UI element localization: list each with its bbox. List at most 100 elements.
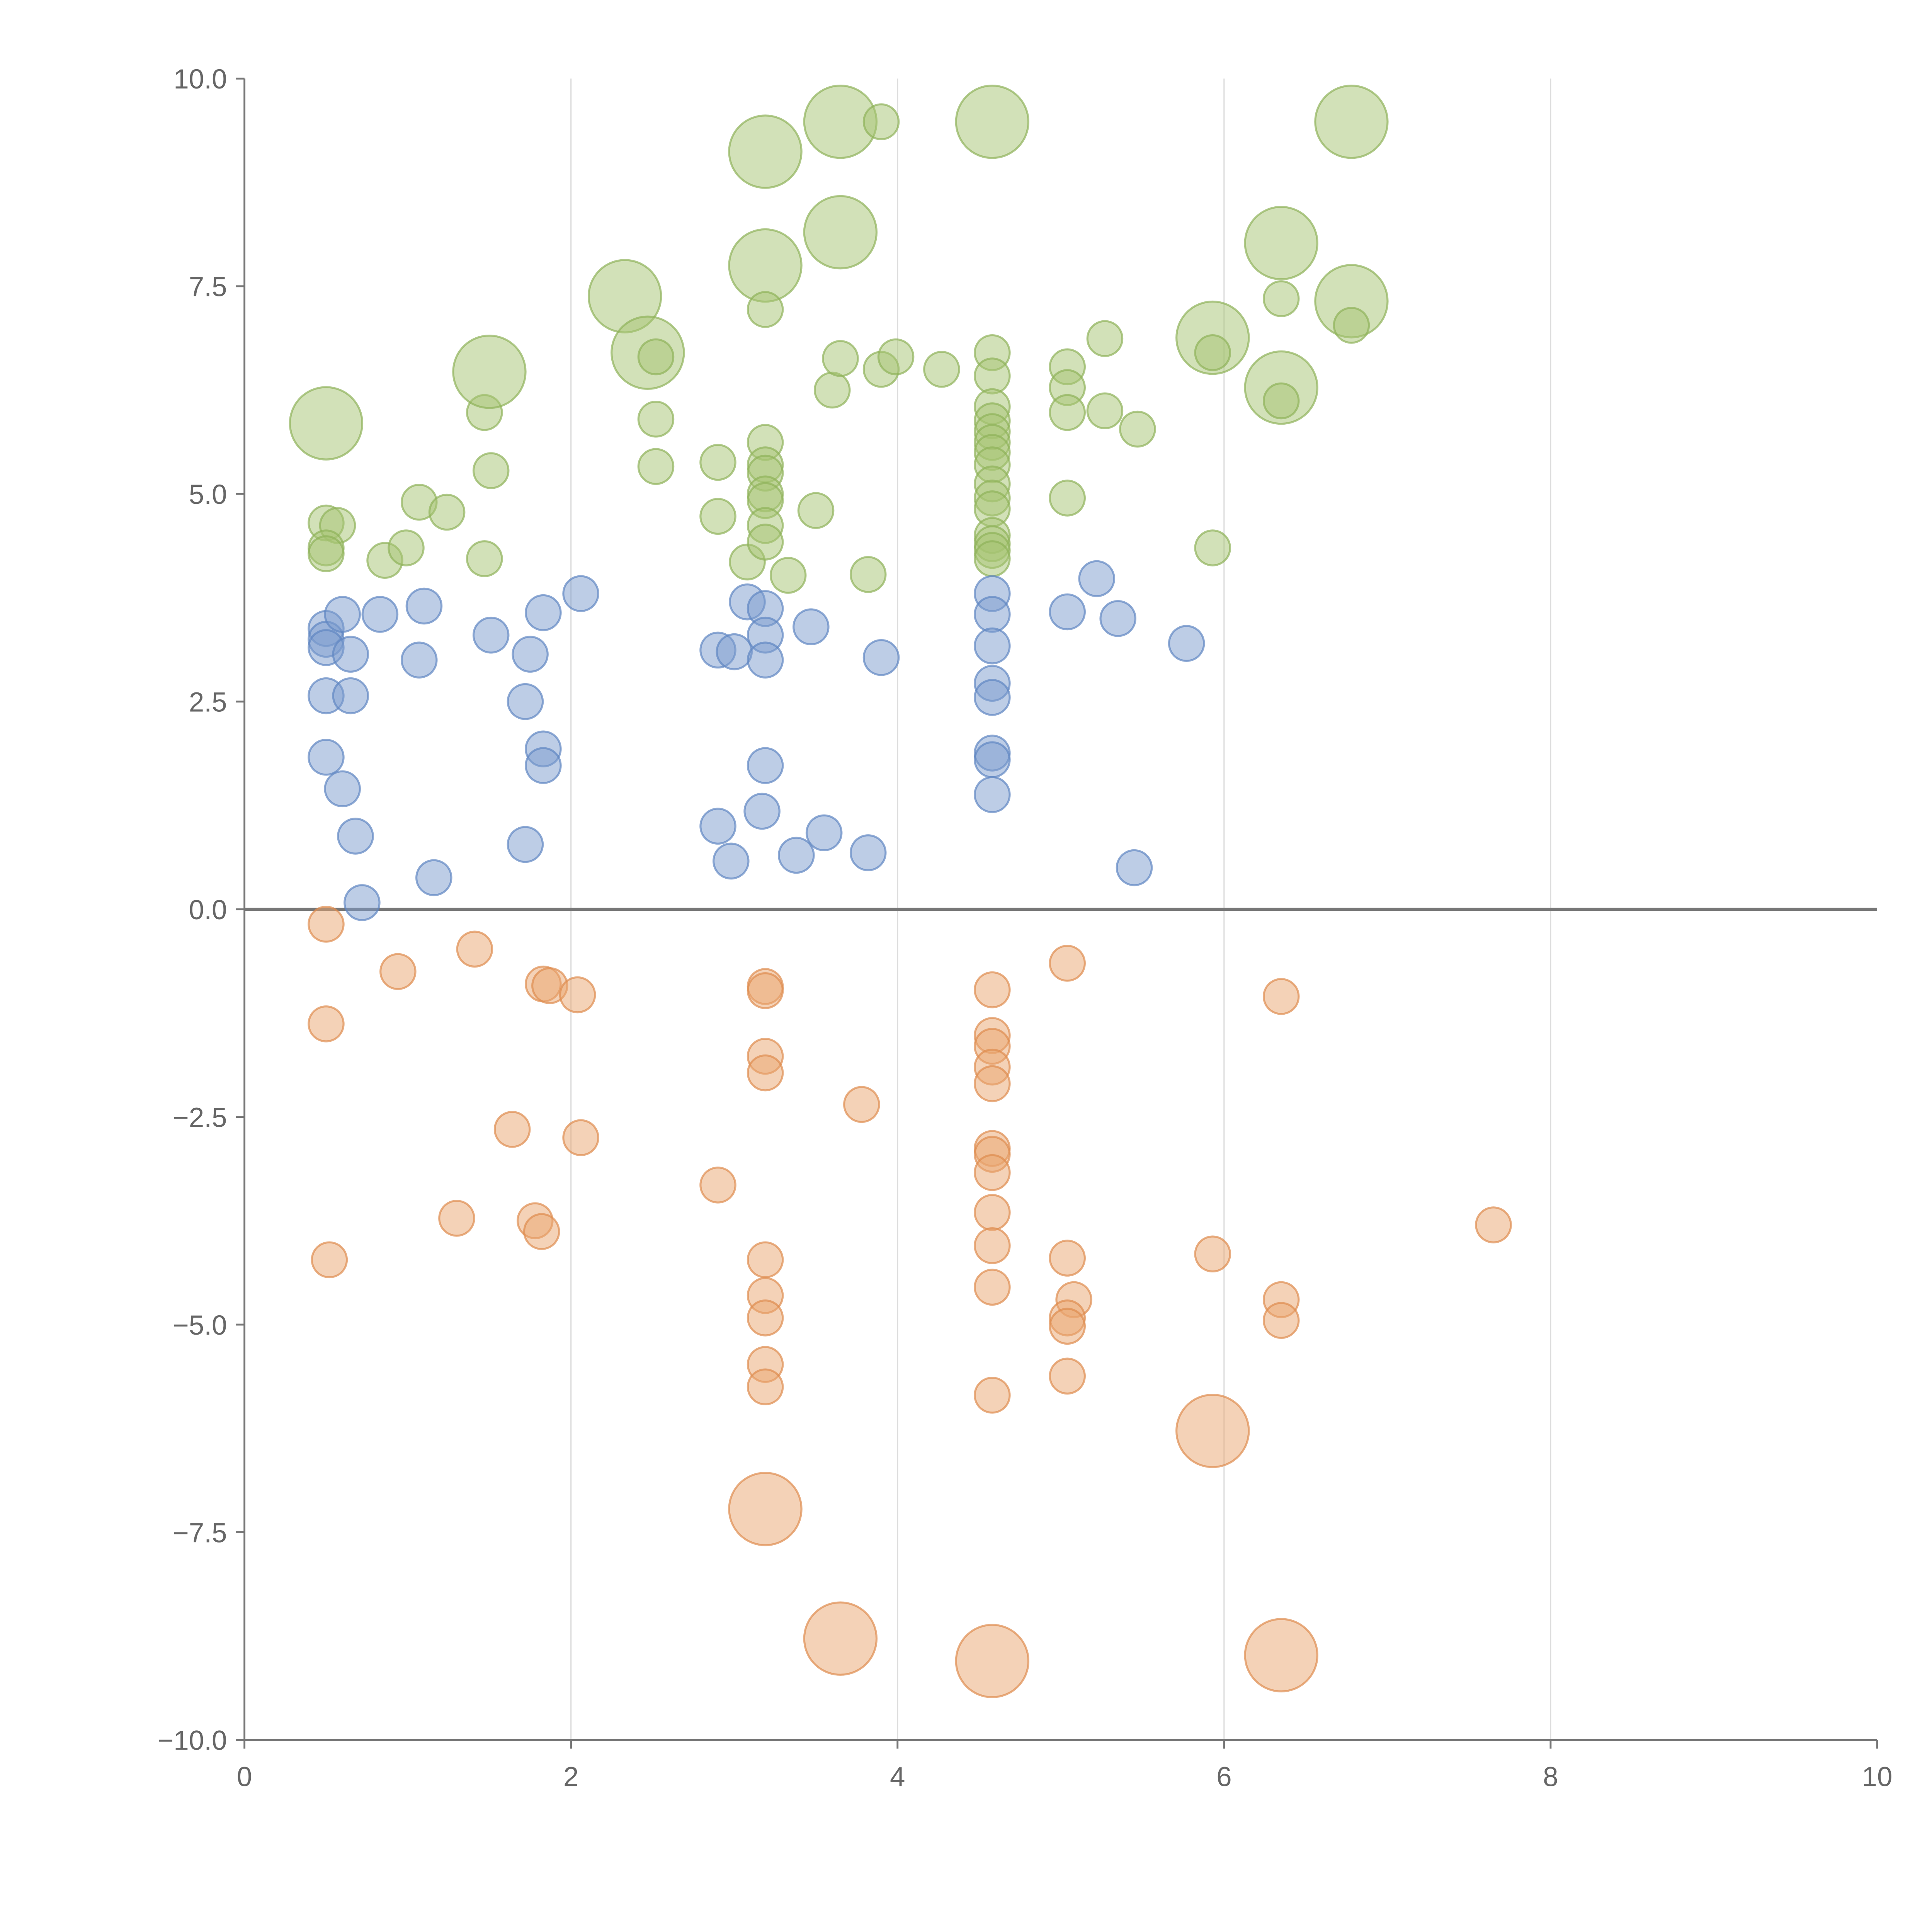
negative-point [843, 1086, 880, 1123]
positive-point [862, 103, 900, 140]
negative-point [456, 930, 493, 968]
negative-point [308, 1005, 345, 1043]
negative-point [1049, 1308, 1086, 1345]
positive-point [1194, 529, 1231, 566]
negative-point [1175, 1393, 1250, 1468]
x-tick-label: 8 [1543, 1762, 1558, 1792]
positive-point [388, 529, 425, 566]
negative-point [438, 1200, 475, 1237]
negative-point [974, 1194, 1011, 1231]
neutral-point [562, 575, 599, 612]
neutral-point [344, 884, 381, 921]
neutral-point [525, 747, 562, 784]
positive-point [637, 338, 675, 376]
neutral-point [974, 741, 1011, 778]
negative-point [562, 1119, 599, 1156]
neutral-point [405, 587, 443, 625]
negative-point [747, 1241, 784, 1279]
neutral-point [1099, 600, 1136, 637]
neutral-point [849, 834, 887, 871]
positive-point [769, 557, 807, 594]
negative-point [493, 1111, 531, 1148]
neutral-point [974, 596, 1011, 633]
neutral-point [401, 641, 438, 679]
negative-point [974, 1376, 1011, 1414]
y-tick-label: 2.5 [189, 687, 227, 718]
positive-point [728, 228, 803, 303]
positive-point [699, 444, 736, 481]
neutral-point [1049, 593, 1086, 631]
negative-point [747, 1299, 784, 1337]
positive-point [803, 195, 878, 270]
x-tick-label: 0 [237, 1762, 252, 1792]
positive-point [728, 114, 803, 189]
neutral-point [1168, 625, 1205, 662]
negative-point [523, 1213, 560, 1250]
negative-point [699, 1167, 736, 1204]
x-tick-label: 4 [890, 1762, 905, 1792]
neutral-point [974, 679, 1011, 716]
negative-point [1049, 1240, 1086, 1277]
y-tick-label: 7.5 [189, 272, 227, 303]
positive-point [1314, 84, 1389, 159]
neutral-point [308, 738, 345, 776]
negative-point [1244, 1618, 1318, 1692]
positive-point [747, 524, 784, 561]
positive-point [955, 84, 1030, 159]
positive-point [1086, 320, 1124, 357]
positive-point [974, 540, 1011, 577]
negative-point [974, 1227, 1011, 1264]
positive-point [637, 448, 675, 485]
y-tick-label: 5.0 [189, 480, 227, 510]
positive-point [428, 493, 466, 531]
positive-point [797, 492, 835, 529]
neutral-point [743, 793, 781, 830]
negative-point [308, 906, 345, 943]
positive-point [1262, 382, 1300, 420]
negative-point [559, 976, 596, 1014]
x-tick-label: 2 [563, 1762, 578, 1792]
positive-point [974, 357, 1011, 395]
neutral-point [324, 596, 361, 633]
neutral-point [472, 616, 510, 654]
neutral-point [525, 594, 562, 631]
positive-point [637, 400, 675, 438]
positive-point [466, 540, 503, 577]
positive-point [452, 335, 527, 409]
positive-point [1049, 480, 1086, 517]
neutral-point [415, 859, 452, 896]
positive-point [849, 556, 887, 593]
negative-point [1049, 1357, 1086, 1395]
neutral-point [974, 776, 1011, 813]
y-tick-label: 10.0 [173, 64, 227, 95]
negative-point [974, 1269, 1011, 1306]
negative-point [974, 1154, 1011, 1191]
neutral-point [747, 747, 784, 784]
positive-point [1333, 307, 1370, 344]
x-tick-label: 6 [1216, 1762, 1232, 1792]
negative-point [747, 1054, 784, 1092]
positive-point [923, 351, 960, 388]
negative-point [379, 953, 417, 990]
neutral-point [793, 608, 830, 645]
axis-layer: 0 2 4 6 8 10 10.0 7.5 5.0 2.5 0.0 −2.5 −5.0 −7.5 −10.0 [158, 64, 1893, 1792]
y-tick-label: −7.5 [173, 1518, 227, 1548]
negative-point [311, 1241, 348, 1279]
x-tick-label: 10 [1862, 1762, 1892, 1792]
negative-point [955, 1624, 1030, 1698]
negative-point [747, 972, 784, 1009]
negative-point [803, 1601, 878, 1676]
neutral-point [324, 770, 361, 808]
neutral-point [507, 683, 544, 720]
neutral-point [805, 814, 843, 852]
positive-point [747, 291, 784, 328]
y-tick-label: −10.0 [158, 1726, 227, 1756]
positive-point [1194, 334, 1231, 371]
neutral-point [713, 842, 750, 880]
positive-point [1086, 392, 1124, 430]
neutral-point [337, 818, 374, 855]
positive-point [877, 338, 915, 376]
neutral-point [974, 627, 1011, 665]
